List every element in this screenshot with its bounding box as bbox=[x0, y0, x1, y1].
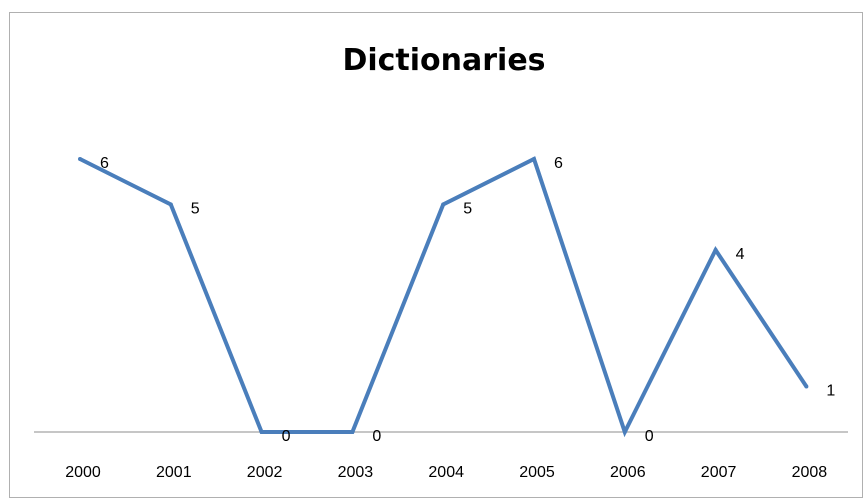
x-tick-label-2003: 2003 bbox=[338, 464, 374, 481]
chart-title: Dictionaries bbox=[342, 43, 545, 78]
x-tick-label-2000: 2000 bbox=[65, 464, 101, 481]
x-tick-label-2004: 2004 bbox=[428, 464, 464, 481]
series-layer bbox=[78, 156, 809, 438]
x-tick-label-2001: 2001 bbox=[156, 464, 192, 481]
data-labels-layer: 6 5 0 0 5 6 0 4 1 bbox=[100, 155, 835, 445]
data-point-2000 bbox=[78, 157, 82, 161]
data-point-2004 bbox=[441, 202, 446, 207]
data-point-2007 bbox=[713, 248, 718, 252]
x-tick-labels-layer: 2000 2001 2002 2003 2004 2005 2006 2007 2008 bbox=[65, 464, 827, 481]
data-label-2005: 6 bbox=[554, 155, 563, 172]
data-label-2003: 0 bbox=[372, 428, 381, 445]
series-line bbox=[79, 156, 809, 438]
data-point-2005 bbox=[532, 157, 536, 161]
data-label-2000: 6 bbox=[100, 155, 109, 172]
data-point-2003 bbox=[350, 430, 355, 434]
x-tick-label-2008: 2008 bbox=[792, 464, 828, 481]
x-tick-label-2006: 2006 bbox=[610, 464, 646, 481]
data-label-2006: 0 bbox=[645, 428, 654, 445]
data-label-2001: 5 bbox=[191, 201, 200, 218]
data-point-2002 bbox=[259, 430, 264, 434]
data-point-2001 bbox=[168, 202, 173, 207]
data-label-2007: 4 bbox=[736, 246, 745, 263]
x-tick-label-2002: 2002 bbox=[247, 464, 283, 481]
x-tick-label-2007: 2007 bbox=[701, 464, 737, 481]
data-label-2008: 1 bbox=[826, 383, 835, 400]
x-tick-label-2005: 2005 bbox=[519, 464, 555, 481]
data-point-2006 bbox=[622, 430, 627, 434]
data-label-2002: 0 bbox=[282, 428, 291, 445]
data-point-2008 bbox=[804, 384, 809, 389]
data-label-2004: 5 bbox=[463, 201, 472, 218]
